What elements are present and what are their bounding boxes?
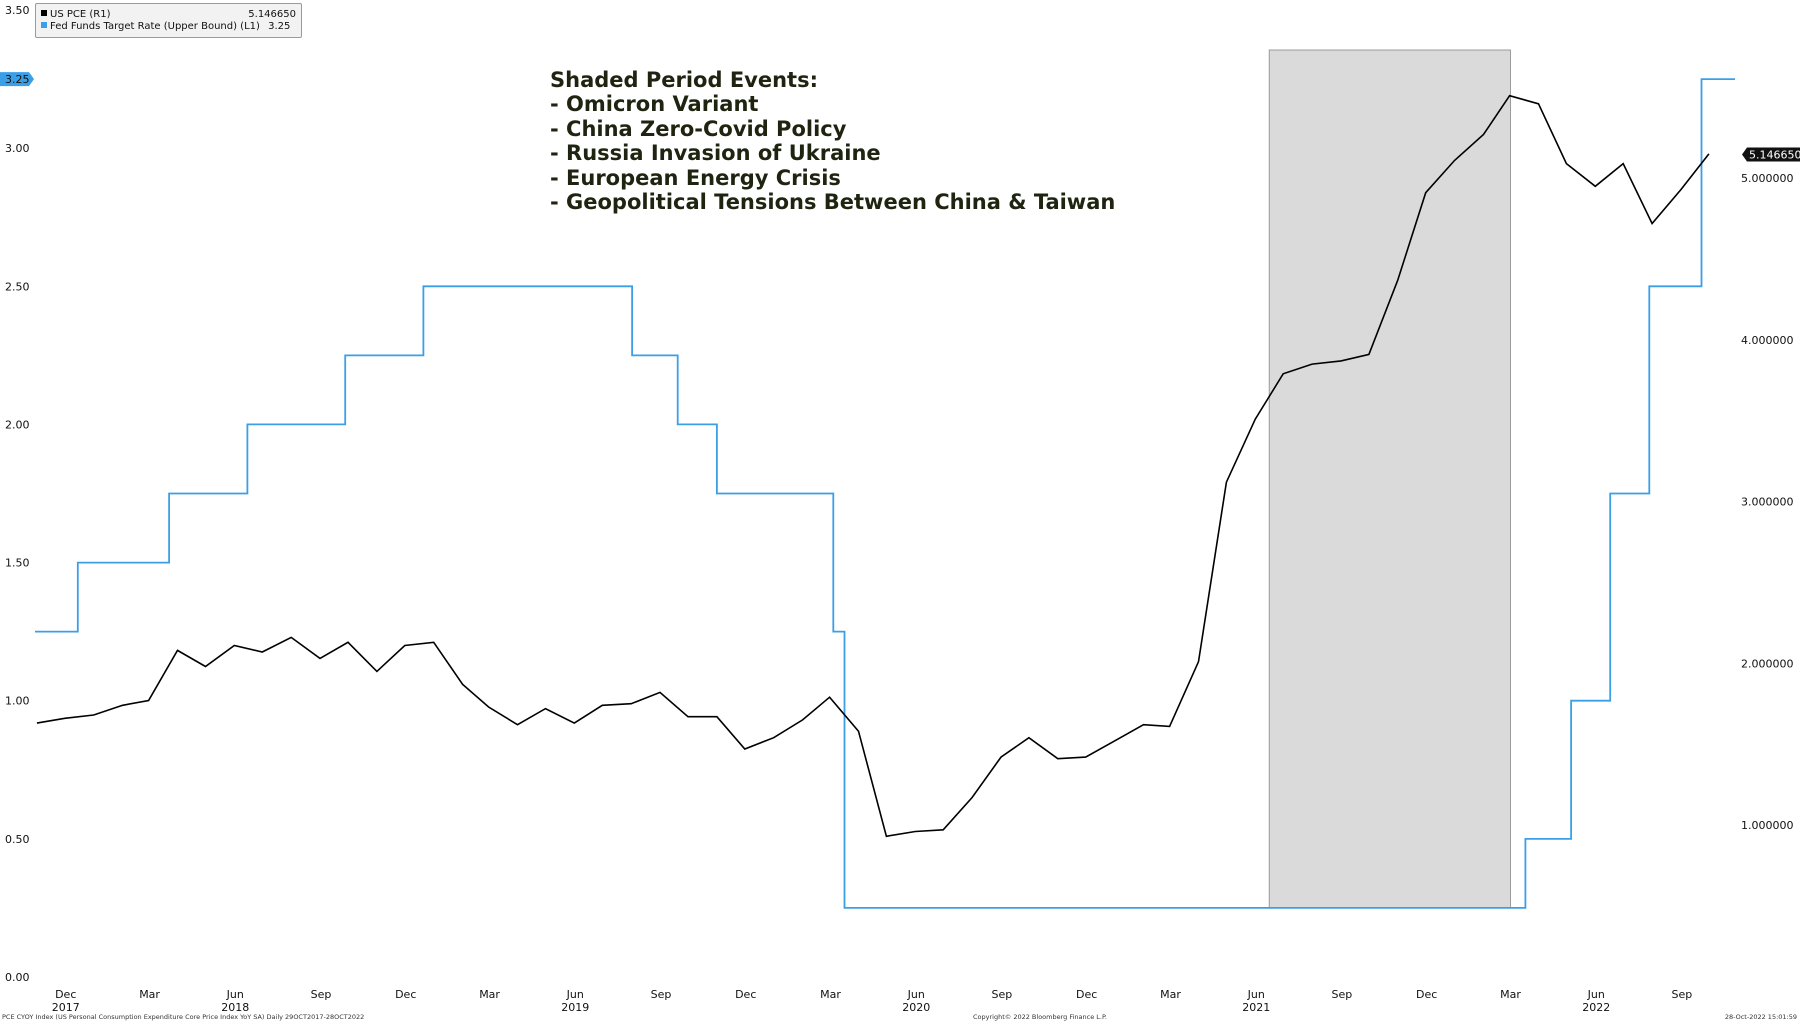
legend-item-fed-funds: Fed Funds Target Rate (Upper Bound) (L1)…	[41, 21, 296, 33]
right-last-value-label: 5.146650	[1749, 148, 1800, 161]
last-value-tags: 3.25 5.146650	[0, 72, 1800, 162]
right-last-value-tag	[1742, 147, 1800, 162]
x-axis-month-label: Dec	[1076, 988, 1097, 1001]
legend-item-us-pce: US PCE (R1) 5.146650	[41, 9, 296, 21]
right-axis-tick-label: 4.000000	[1741, 334, 1794, 347]
x-axis-year-label: 2019	[561, 1001, 589, 1014]
left-axis-tick-label: 2.50	[5, 280, 30, 293]
x-axis-year-label: 2021	[1242, 1001, 1270, 1014]
footer-copyright: Copyright© 2022 Bloomberg Finance L.P.	[973, 1013, 1107, 1021]
x-axis-month-label: Sep	[1332, 988, 1353, 1001]
left-axis-tick-label: 0.50	[5, 833, 30, 846]
footer-source: PCE CYOY Index (US Personal Consumption …	[2, 1013, 365, 1021]
x-axis-year-label: 2020	[902, 1001, 930, 1014]
x-axis-month-label: Jun	[566, 988, 584, 1001]
x-axis-month-label: Jun	[1247, 988, 1265, 1001]
x-axis-month-label: Sep	[1672, 988, 1693, 1001]
annotation-item: - Geopolitical Tensions Between China & …	[550, 190, 1116, 215]
right-axis-ticks: 1.000000 2.000000 3.000000 4.000000 5.000000	[1741, 172, 1794, 832]
left-axis-tick-label: 2.00	[5, 418, 30, 431]
x-axis-month-label: Dec	[735, 988, 756, 1001]
left-axis-tick-label: 3.00	[5, 142, 30, 155]
x-axis-month-label: Dec	[395, 988, 416, 1001]
x-axis-month-label: Sep	[311, 988, 332, 1001]
x-axis-month-label: Dec	[1416, 988, 1437, 1001]
x-axis-ticks: Dec Mar Jun Sep Dec Mar Jun Sep Dec Mar Jun Sep Dec M…	[52, 988, 1693, 1014]
left-axis-tick-label: 1.00	[5, 695, 30, 708]
x-axis-month-label: Mar	[1160, 988, 1181, 1001]
legend-label: Fed Funds Target Rate (Upper Bound) (L1)	[50, 21, 260, 32]
annotation-item: - Omicron Variant	[550, 92, 759, 117]
legend-swatch	[41, 10, 47, 16]
legend-swatch	[41, 22, 47, 28]
annotation-item: - European Energy Crisis	[550, 165, 841, 190]
annotation-title: Shaded Period Events:	[550, 68, 818, 92]
left-axis-tick-label: 3.50	[5, 4, 30, 17]
x-axis-month-label: Jun	[907, 988, 925, 1001]
shaded-period-layer	[1268, 49, 1512, 909]
x-axis-month-label: Mar	[479, 988, 500, 1001]
shaded-period-annotation: Shaded Period Events: - Omicron Variant …	[550, 68, 1115, 214]
x-axis-year-label: 2017	[52, 1001, 80, 1014]
annotation-item: - Russia Invasion of Ukraine	[550, 141, 881, 166]
left-axis-ticks: 0.00 0.50 1.00 1.50 2.00 2.50 3.00 3.50	[5, 4, 30, 984]
legend-value: 3.25	[268, 21, 291, 32]
us-pce-line	[36, 94, 1710, 838]
right-axis-tick-label: 3.000000	[1741, 496, 1794, 509]
x-axis-month-label: Jun	[1587, 988, 1605, 1001]
x-axis-month-label: Mar	[1500, 988, 1521, 1001]
fed-funds-rate-line	[35, 78, 1735, 909]
left-last-value-label: 3.25	[5, 73, 30, 86]
x-axis-year-label: 2022	[1582, 1001, 1610, 1014]
x-axis-year-label: 2018	[221, 1001, 249, 1014]
right-axis-tick-label: 2.000000	[1741, 657, 1794, 670]
legend-label: US PCE (R1)	[50, 9, 111, 20]
right-axis-tick-label: 5.000000	[1741, 172, 1794, 185]
x-axis-month-label: Mar	[820, 988, 841, 1001]
left-axis-tick-label: 1.50	[5, 557, 30, 570]
x-axis-month-label: Jun	[226, 988, 244, 1001]
right-axis-tick-label: 1.000000	[1741, 819, 1794, 832]
left-axis-tick-label: 0.00	[5, 971, 30, 984]
left-last-value-tag	[0, 72, 34, 87]
x-axis-month-label: Sep	[651, 988, 672, 1001]
x-axis-month-label: Sep	[992, 988, 1013, 1001]
x-axis-month-label: Mar	[139, 988, 160, 1001]
legend-value: 5.146650	[248, 9, 296, 20]
x-axis-month-label: Dec	[55, 988, 76, 1001]
annotation-item: - China Zero-Covid Policy	[550, 116, 847, 141]
shaded-period	[1268, 49, 1512, 909]
legend: US PCE (R1) 5.146650 Fed Funds Target Ra…	[35, 3, 302, 38]
series-layer	[35, 78, 1735, 909]
footer-timestamp: 28-Oct-2022 15:01:59	[1724, 1013, 1797, 1021]
